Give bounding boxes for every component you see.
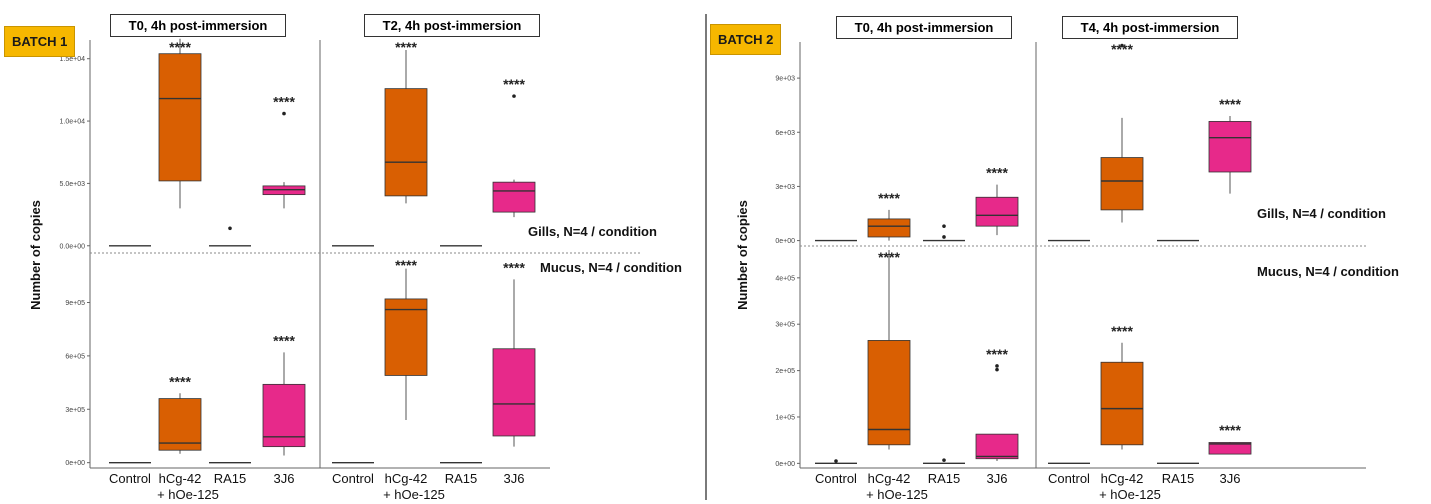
outlier-b2-p1-mucus-2-0 bbox=[942, 458, 946, 462]
box-b1-p1-mucus-1 bbox=[158, 398, 202, 451]
significance-b1-p1-mucus-3: **** bbox=[273, 332, 295, 348]
x-tick-label: 3J6 bbox=[987, 471, 1008, 486]
y-tick-label-bottom: 3e+05 bbox=[775, 322, 795, 329]
row-label-gills: Gills, N=4 / condition bbox=[1257, 206, 1386, 221]
x-tick-label: hCg-42 bbox=[1101, 471, 1144, 486]
x-tick-label: hCg-42 bbox=[868, 471, 911, 486]
outlier-b2-p1-mucus-0-0 bbox=[834, 459, 838, 463]
row-label-mucus: Mucus, N=4 / condition bbox=[540, 260, 682, 275]
significance-b2-p1-gills-3: **** bbox=[986, 165, 1008, 181]
outlier-b1-p1-gills-2-0 bbox=[228, 226, 232, 231]
x-tick-label: RA15 bbox=[1162, 471, 1195, 486]
box-b2-p2-mucus-3 bbox=[1208, 442, 1252, 455]
significance-b1-p1-gills-3: **** bbox=[273, 94, 295, 110]
x-tick-label: 3J6 bbox=[274, 471, 295, 486]
box-b2-p2-gills-3 bbox=[1208, 121, 1252, 173]
significance-b2-p1-mucus-3: **** bbox=[986, 346, 1008, 362]
outlier-b2-p2-gills-1-0 bbox=[1120, 43, 1124, 48]
box-b2-p2-gills-1 bbox=[1100, 157, 1144, 211]
y-tick-label-bottom: 6e+05 bbox=[65, 353, 85, 360]
box-b2-p1-gills-3 bbox=[975, 196, 1019, 227]
y-tick-label-top: 1.0e+04 bbox=[60, 119, 86, 126]
x-tick-label: + hOe-125 bbox=[1099, 487, 1161, 502]
significance-b1-p1-gills-1: **** bbox=[169, 39, 191, 55]
batch2-panel1-title: T0, 4h post-immersion bbox=[836, 16, 1012, 39]
significance-b1-p1-mucus-1: **** bbox=[169, 373, 191, 389]
significance-b2-p2-mucus-3: **** bbox=[1219, 422, 1241, 438]
y-tick-label-bottom: 0e+00 bbox=[65, 460, 85, 467]
box-b1-p2-mucus-3 bbox=[492, 348, 536, 437]
x-tick-label: + hOe-125 bbox=[866, 487, 928, 502]
row-label-mucus: Mucus, N=4 / condition bbox=[1257, 264, 1399, 279]
y-tick-label-top: 1.5e+04 bbox=[60, 56, 86, 63]
outlier-b2-p1-mucus-3-0 bbox=[995, 367, 999, 372]
x-tick-label: RA15 bbox=[214, 471, 247, 486]
batch2-label: BATCH 2 bbox=[710, 24, 782, 55]
x-tick-label: Control bbox=[815, 471, 857, 486]
batch1-panel1-title: T0, 4h post-immersion bbox=[110, 14, 286, 37]
batch1-label: BATCH 1 bbox=[4, 26, 76, 57]
significance-b2-p1-gills-1: **** bbox=[878, 190, 900, 206]
significance-b1-p2-mucus-1: **** bbox=[395, 257, 417, 273]
box-b1-p2-mucus-1 bbox=[384, 298, 428, 376]
y-tick-label-top: 0e+00 bbox=[775, 238, 795, 245]
x-tick-label: RA15 bbox=[928, 471, 961, 486]
x-tick-label: 3J6 bbox=[1220, 471, 1241, 486]
box-b2-p2-mucus-1 bbox=[1100, 361, 1144, 446]
significance-b1-p2-gills-3: **** bbox=[503, 76, 525, 92]
x-tick-label: 3J6 bbox=[504, 471, 525, 486]
outlier-b2-p1-gills-2-1 bbox=[942, 224, 946, 228]
y-tick-label-top: 6e+03 bbox=[775, 130, 795, 137]
x-tick-label: Control bbox=[332, 471, 374, 486]
outlier-b1-p2-gills-3-0 bbox=[512, 94, 516, 98]
y-tick-label-bottom: 2e+05 bbox=[775, 368, 795, 375]
significance-b2-p2-gills-3: **** bbox=[1219, 96, 1241, 112]
significance-b1-p2-gills-1: **** bbox=[395, 39, 417, 55]
box-b2-p1-gills-1 bbox=[867, 218, 911, 238]
batch2-panel2-title: T4, 4h post-immersion bbox=[1062, 16, 1238, 39]
box-b1-p2-gills-3 bbox=[492, 181, 536, 213]
significance-b1-p2-mucus-3: **** bbox=[503, 259, 525, 275]
box-b2-p1-mucus-1 bbox=[867, 340, 911, 446]
y-tick-label-bottom: 1e+05 bbox=[775, 414, 795, 421]
x-tick-label: + hOe-125 bbox=[383, 487, 445, 502]
y-tick-label-top: 9e+03 bbox=[775, 76, 795, 83]
box-b1-p1-gills-1 bbox=[158, 53, 202, 182]
significance-b2-p2-mucus-1: **** bbox=[1111, 323, 1133, 339]
x-tick-label: RA15 bbox=[445, 471, 478, 486]
y-tick-label-top: 5.0e+03 bbox=[60, 181, 86, 188]
x-tick-label: Control bbox=[109, 471, 151, 486]
y-tick-label-top: 0.0e+00 bbox=[60, 243, 86, 250]
y-tick-label-bottom: 3e+05 bbox=[65, 407, 85, 414]
y-axis-label: Number of copies bbox=[735, 200, 750, 310]
row-label-gills: Gills, N=4 / condition bbox=[528, 224, 657, 239]
y-tick-label-bottom: 9e+05 bbox=[65, 300, 85, 307]
y-tick-label-top: 3e+03 bbox=[775, 184, 795, 191]
y-axis-label: Number of copies bbox=[28, 200, 43, 310]
outlier-b1-p1-gills-3-0 bbox=[282, 111, 286, 116]
x-tick-label: hCg-42 bbox=[159, 471, 202, 486]
y-tick-label-bottom: 4e+05 bbox=[775, 275, 795, 282]
outlier-b2-p1-mucus-3-1 bbox=[995, 364, 999, 368]
box-b1-p2-gills-1 bbox=[384, 88, 428, 197]
outlier-b2-p1-gills-2-0 bbox=[942, 235, 946, 239]
x-tick-label: Control bbox=[1048, 471, 1090, 486]
x-tick-label: hCg-42 bbox=[385, 471, 428, 486]
significance-b2-p1-mucus-1: **** bbox=[878, 249, 900, 265]
y-tick-label-bottom: 0e+00 bbox=[775, 461, 795, 468]
significance-b2-p2-gills-1: **** bbox=[1111, 41, 1133, 57]
batch1-panel2-title: T2, 4h post-immersion bbox=[364, 14, 540, 37]
x-tick-label: + hOe-125 bbox=[157, 487, 219, 502]
box-b2-p1-mucus-3 bbox=[975, 433, 1019, 460]
